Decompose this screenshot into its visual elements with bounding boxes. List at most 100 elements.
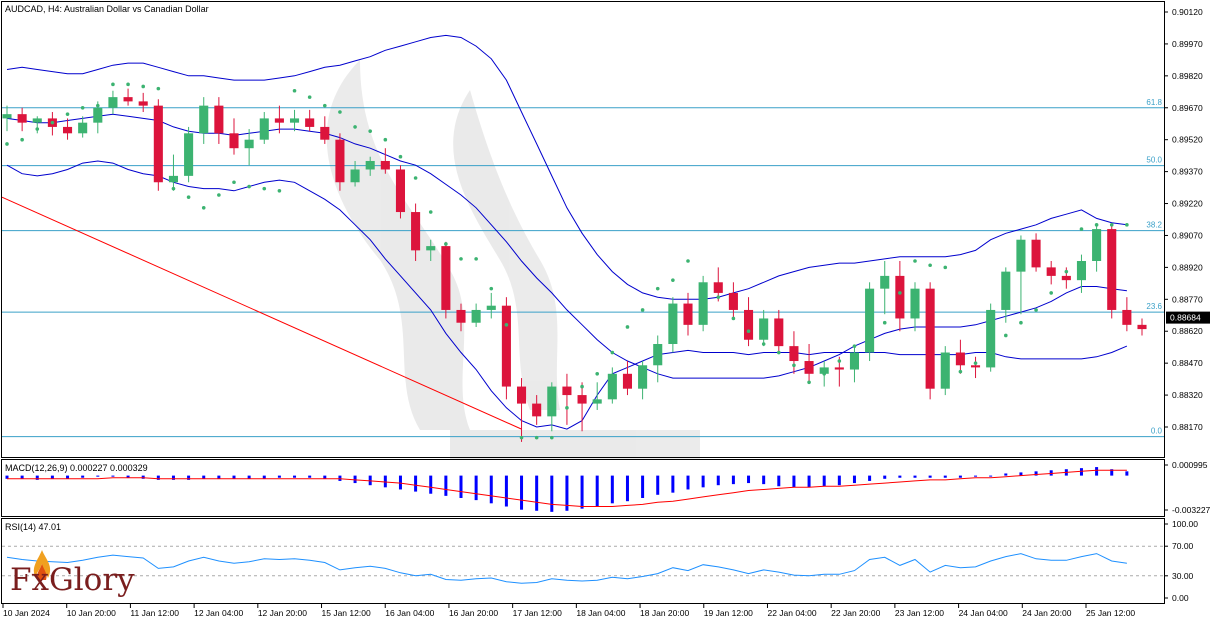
macd-bar	[187, 475, 191, 480]
candle	[668, 297, 678, 353]
candle	[910, 282, 920, 332]
rsi-pane-frame	[1, 518, 1165, 604]
rsi-title: RSI(14) 47.01	[5, 522, 61, 532]
macd-signal-line	[7, 469, 1127, 507]
candle	[1092, 224, 1102, 272]
sar-dot	[807, 380, 811, 385]
sar-dot	[867, 329, 872, 334]
candle-body	[335, 139, 345, 183]
candle	[365, 156, 375, 176]
price-tick-label: 0.89670	[1172, 103, 1203, 113]
sar-dot	[307, 95, 312, 99]
candle	[653, 335, 663, 383]
candle-body	[759, 318, 769, 340]
sar-dot	[428, 210, 433, 214]
macd-bar	[504, 475, 508, 507]
candle	[17, 107, 27, 132]
sar-dot	[353, 125, 357, 129]
candle-body	[123, 97, 133, 102]
candle	[516, 378, 527, 442]
candle-body	[32, 118, 42, 123]
sar-dot	[746, 329, 751, 334]
candle	[728, 282, 738, 319]
candle	[289, 109, 300, 132]
price-tick-label: 0.89820	[1172, 71, 1203, 81]
bollinger-lower	[6, 160, 1128, 430]
sar-dot	[111, 82, 115, 87]
sar-dot	[277, 188, 282, 193]
sar-dot	[65, 112, 70, 116]
macd-bar	[1125, 471, 1129, 476]
candle	[486, 292, 496, 319]
macd-bar	[580, 475, 584, 509]
macd-bar	[308, 475, 312, 478]
macd-bar	[520, 475, 524, 510]
candle-body	[1122, 309, 1132, 325]
candle-body	[1031, 239, 1041, 268]
macd-bar	[232, 475, 236, 479]
sar-dot	[595, 371, 599, 376]
candle-body	[577, 395, 587, 404]
candle	[305, 109, 315, 132]
candle-body	[214, 105, 224, 134]
time-tick-label: 22 Jan 20:00	[831, 608, 880, 618]
candle	[925, 282, 935, 400]
macd-bar	[202, 475, 206, 479]
fibonacci-levels: 61.8 50.0 38.2 23.6 0.0	[2, 98, 1164, 438]
time-tick-label: 18 Jan 20:00	[640, 608, 689, 618]
macd-bar	[762, 475, 766, 485]
candle-body	[698, 282, 708, 325]
macd-bar	[444, 475, 448, 496]
candle-body	[17, 114, 27, 123]
candle	[774, 309, 784, 353]
time-tick-label: 16 Jan 04:00	[385, 608, 434, 618]
sar-dot	[201, 205, 206, 210]
macd-bar	[398, 475, 402, 490]
sar-dot	[1049, 291, 1053, 295]
sar-dot	[444, 242, 448, 246]
candle-body	[426, 246, 436, 251]
candle-body	[441, 246, 451, 310]
candle	[940, 346, 950, 396]
macd-tick-label: 0.000995	[1172, 460, 1208, 470]
sar-dot	[882, 320, 887, 325]
macd-indicator: 0.000995 -0.003227	[5, 460, 1211, 515]
sar-dot	[565, 406, 569, 410]
macd-bar	[807, 475, 811, 488]
candle	[1031, 233, 1041, 272]
sar-dot	[973, 361, 978, 365]
candle-body	[910, 288, 920, 319]
candle	[683, 292, 693, 336]
time-tick-label: 16 Jan 20:00	[449, 608, 498, 618]
candle	[501, 297, 511, 400]
candle	[880, 261, 890, 315]
macd-bar	[474, 475, 478, 501]
candle-body	[486, 305, 496, 310]
macd-bar	[293, 475, 297, 478]
macd-tick-label: -0.003227	[1172, 505, 1211, 515]
sar-dot	[1079, 227, 1084, 231]
macd-bar	[610, 475, 614, 504]
candle-body	[1107, 229, 1117, 310]
candle-body	[244, 139, 254, 149]
sar-dot	[792, 363, 796, 368]
macd-bar	[868, 475, 872, 481]
macd-bar	[338, 475, 342, 481]
macd-bar	[898, 475, 902, 478]
candle-body	[562, 386, 572, 396]
sar-dot	[852, 344, 857, 348]
rsi-indicator: 100.00 70.00 30.00 0.00	[2, 519, 1198, 603]
time-tick-label: 25 Jan 12:00	[1086, 608, 1135, 618]
candle	[577, 382, 587, 432]
sar-dot	[1094, 223, 1099, 227]
candle	[138, 92, 148, 113]
candle-body	[1061, 275, 1071, 281]
candle	[1076, 254, 1087, 293]
macd-bar	[353, 475, 357, 484]
sar-dot	[580, 384, 584, 389]
macd-bar	[989, 475, 993, 477]
price-tick-label: 0.89370	[1172, 167, 1203, 177]
macd-bar	[217, 475, 221, 479]
candle	[547, 382, 557, 432]
sar-dot	[292, 88, 297, 93]
